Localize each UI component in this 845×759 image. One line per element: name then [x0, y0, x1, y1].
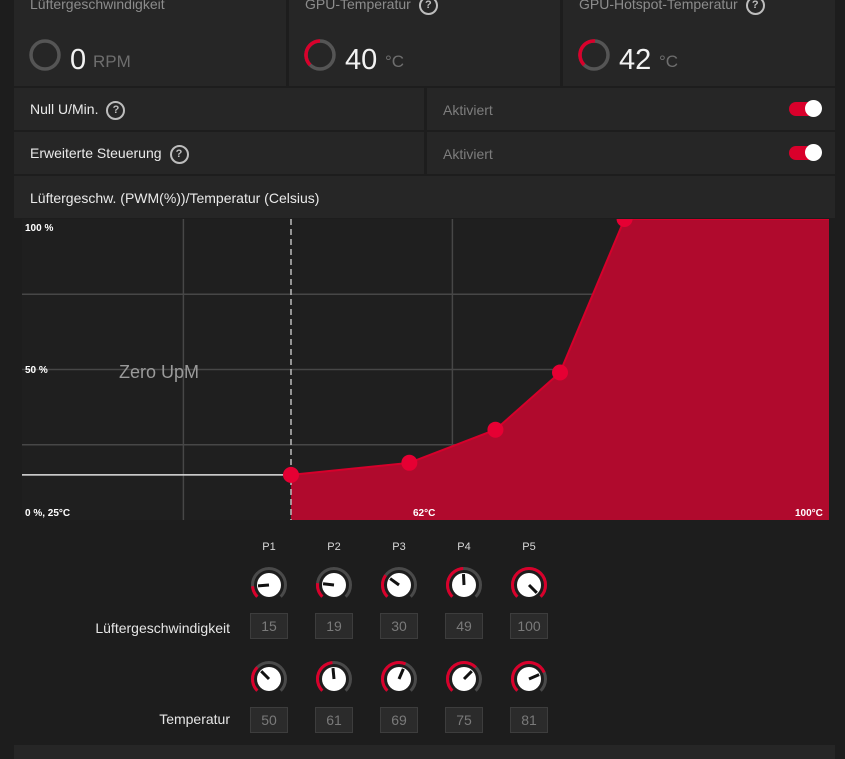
- advanced-control-status: Aktiviert: [443, 146, 493, 162]
- knob-level-arc: [381, 661, 407, 692]
- temp-value-p3[interactable]: 69: [380, 707, 418, 733]
- temp-knob-p1[interactable]: [249, 659, 289, 699]
- temp-value-p1[interactable]: 50: [250, 707, 288, 733]
- knob-level-arc: [251, 586, 259, 598]
- fan-speed-unit: RPM: [93, 52, 131, 71]
- knob-indicator: [527, 583, 538, 594]
- fan-speed-row-label: Lüftergeschwindigkeit: [95, 620, 230, 636]
- speed-knob-p1[interactable]: [249, 565, 289, 605]
- advanced-control-toggle[interactable]: [789, 144, 822, 161]
- speed-value-p5[interactable]: 100: [510, 613, 548, 639]
- curve-point-p4[interactable]: [552, 364, 568, 381]
- fan-speed-gauge-icon: [29, 39, 61, 71]
- knob-indicator: [331, 667, 336, 680]
- stat-gpu-temperature: GPU-Temperatur? 40 °C: [289, 0, 560, 86]
- knob-indicator: [257, 583, 270, 588]
- knob-level-arc: [446, 661, 477, 692]
- knob-level-arc: [316, 661, 333, 692]
- knob-indicator: [397, 668, 405, 680]
- gpu-temperature-help-icon[interactable]: ?: [418, 0, 438, 15]
- setting-advanced-control: Erweiterte Steuerung?: [14, 132, 424, 174]
- curve-point-p2[interactable]: [401, 454, 418, 471]
- temp-value-p4[interactable]: 75: [445, 707, 483, 733]
- tick-origin: 0 %, 25°C: [25, 508, 71, 519]
- speed-value-p2[interactable]: 19: [315, 613, 353, 639]
- advanced-control-label: Erweiterte Steuerung?: [30, 145, 189, 164]
- advanced-control-help-icon[interactable]: ?: [169, 145, 189, 164]
- fan-curve-line: [290, 219, 829, 476]
- speed-value-p1[interactable]: 15: [250, 613, 288, 639]
- knob-level-arc: [511, 661, 546, 692]
- stat-gpu-hotspot-label: GPU-Hotspot-Temperatur?: [579, 0, 765, 15]
- tick-y-mid: 50 %: [25, 365, 48, 376]
- gpu-hotspot-value: 42: [619, 44, 652, 76]
- knob-level-arc: [446, 567, 464, 598]
- setting-advanced-control-toggle-panel: Aktiviert: [427, 132, 835, 174]
- temp-knob-p2[interactable]: [314, 659, 354, 699]
- speed-knob-p4[interactable]: [444, 565, 484, 605]
- speed-value-p3[interactable]: 30: [380, 613, 418, 639]
- zero-rpm-help-icon[interactable]: ?: [106, 101, 126, 120]
- stat-gpu-hotspot-temperature: GPU-Hotspot-Temperatur? 42 °C: [563, 0, 835, 86]
- gpu-temperature-value: 40: [345, 44, 378, 76]
- temp-knob-p4[interactable]: [444, 659, 484, 699]
- zero-rpm-label: Null U/Min.?: [30, 101, 126, 120]
- point-label-p2: P2: [327, 541, 341, 553]
- knob-indicator: [322, 582, 335, 587]
- temp-value-p5[interactable]: 81: [510, 707, 548, 733]
- curve-point-p3[interactable]: [487, 421, 504, 438]
- bottom-strip: [14, 745, 835, 759]
- knob-indicator: [462, 670, 473, 681]
- fan-curve-area: [291, 219, 829, 520]
- knob-level-arc: [251, 666, 259, 692]
- point-label-p1: P1: [262, 541, 276, 553]
- setting-zero-rpm-control: Aktiviert: [427, 88, 835, 130]
- knob-indicator: [461, 573, 466, 586]
- stat-fan-speed: Lüftergeschwindigkeit 0 RPM: [14, 0, 286, 86]
- fan-speed-value: 0: [70, 44, 87, 76]
- speed-knob-p5[interactable]: [509, 565, 549, 605]
- speed-value-p4[interactable]: 49: [445, 613, 483, 639]
- stat-fan-speed-label: Lüftergeschwindigkeit: [30, 0, 165, 12]
- speed-knob-p2[interactable]: [314, 565, 354, 605]
- curve-point-p1[interactable]: [283, 466, 299, 483]
- stat-gpu-temperature-label: GPU-Temperatur?: [305, 0, 438, 15]
- fan-curve-svg[interactable]: [22, 219, 829, 520]
- zero-rpm-status: Aktiviert: [443, 102, 493, 118]
- tick-y-max: 100 %: [25, 223, 54, 234]
- chart-header: Lüftergeschw. (PWM(%))/Temperatur (Celsi…: [14, 176, 835, 218]
- curve-point-p5[interactable]: [616, 219, 633, 227]
- temp-value-p2[interactable]: 61: [315, 707, 353, 733]
- gpu-temperature-gauge-icon: [304, 39, 336, 71]
- point-label-p4: P4: [457, 541, 471, 553]
- knob-level-arc: [511, 567, 547, 598]
- knob-indicator: [528, 673, 540, 681]
- knob-level-arc: [316, 583, 324, 598]
- point-label-p3: P3: [392, 541, 406, 553]
- tick-x-mid: 62°C: [413, 508, 436, 519]
- setting-zero-rpm: Null U/Min.?: [14, 88, 424, 130]
- gpu-hotspot-unit: °C: [659, 52, 679, 71]
- gpu-hotspot-help-icon[interactable]: ?: [745, 0, 765, 15]
- toggle-knob: [805, 100, 822, 117]
- knob-indicator: [260, 670, 271, 681]
- temp-knob-p5[interactable]: [509, 659, 549, 699]
- chart-header-title: Lüftergeschw. (PWM(%))/Temperatur (Celsi…: [30, 190, 320, 206]
- speed-knob-p3[interactable]: [379, 565, 419, 605]
- toggle-knob: [805, 144, 822, 161]
- fan-curve-chart[interactable]: 100 % 50 % 0 %, 25°C 62°C 100°C Zero UpM: [22, 219, 829, 520]
- zero-rpm-toggle[interactable]: [789, 100, 822, 117]
- knob-indicator: [389, 577, 400, 587]
- point-label-p5: P5: [522, 541, 536, 553]
- knob-level-arc: [381, 574, 389, 598]
- tick-x-max: 100°C: [795, 508, 823, 519]
- temp-knob-p3[interactable]: [379, 659, 419, 699]
- zero-rpm-zone-label: Zero UpM: [119, 362, 200, 382]
- temperature-row-label: Temperatur: [159, 711, 230, 727]
- gpu-temperature-unit: °C: [385, 52, 405, 71]
- gpu-hotspot-gauge-icon: [578, 39, 610, 71]
